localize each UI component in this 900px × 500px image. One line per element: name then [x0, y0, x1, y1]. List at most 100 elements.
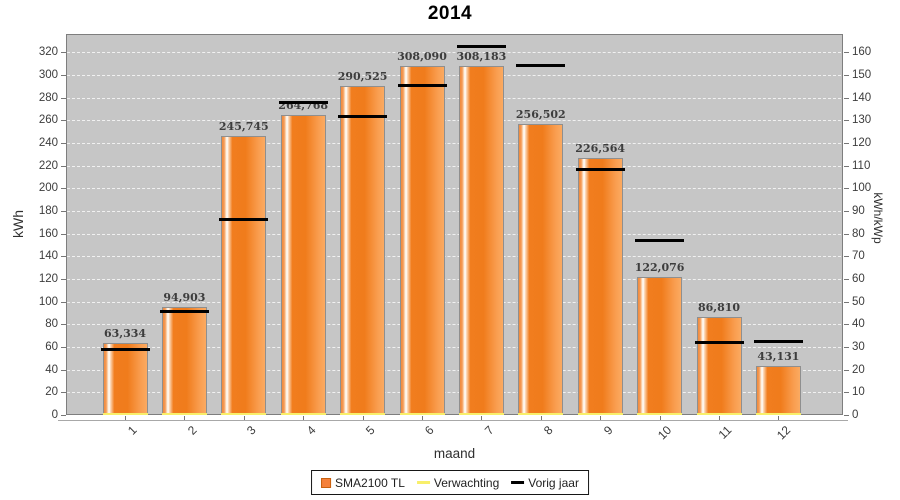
y-axis-tick-label-right: 0: [852, 409, 859, 421]
bar-value-label: 43,131: [757, 350, 800, 364]
y-axis-tick-right: [844, 369, 849, 371]
y-axis-tick-left: [61, 346, 66, 348]
legend-item: Verwachting: [416, 475, 500, 490]
y-axis-tick-label-right: 80: [852, 227, 865, 240]
gridline: [67, 188, 841, 190]
y-axis-tick-label-left: 160: [38, 227, 58, 240]
y-axis-tick-label-left: 300: [38, 68, 58, 81]
x-axis-tick-label: 2: [184, 423, 200, 438]
bar[interactable]: [102, 343, 148, 415]
y-axis-tick-label-left: 140: [38, 250, 58, 263]
bar[interactable]: [755, 366, 801, 415]
vorig-jaar-line: [397, 84, 447, 88]
x-axis-tick-label: 11: [715, 423, 734, 442]
y-axis-tick-right: [844, 52, 849, 54]
y-axis-tick-left: [61, 392, 66, 394]
bar-value-label: 245,745: [218, 120, 269, 134]
verwachting-line: [458, 413, 504, 415]
y-axis-tick-right: [844, 120, 849, 122]
y-axis-tick-left: [61, 74, 66, 76]
y-axis-tick-label-right: 90: [852, 204, 865, 217]
x-axis-tick-label: 5: [362, 423, 378, 438]
x-axis-tick: [422, 416, 423, 420]
legend-label: Vorig jaar: [528, 475, 579, 490]
y-axis-tick-left: [61, 256, 66, 258]
gridline: [67, 165, 841, 167]
bar[interactable]: [637, 276, 683, 415]
verwachting-line: [637, 413, 683, 415]
verwachting-line: [102, 413, 148, 415]
y-axis-tick-label-right: 50: [852, 295, 865, 308]
y-axis-tick-right: [844, 278, 849, 280]
bar[interactable]: [518, 124, 564, 415]
vorig-jaar-line: [219, 217, 269, 221]
x-axis-tick-label: 9: [600, 423, 616, 438]
bar-value-label: 122,076: [634, 260, 685, 274]
y-axis-tick-right: [844, 256, 849, 258]
bar[interactable]: [458, 65, 504, 415]
x-axis-tick-label: 6: [422, 423, 437, 438]
bar-value-label: 256,502: [515, 108, 566, 122]
y-axis-tick-right: [844, 301, 849, 303]
y-axis-tick-left: [61, 52, 66, 54]
y-axis-tick-right: [844, 210, 849, 212]
verwachting-line: [221, 413, 267, 415]
y-axis-tick-right: [844, 188, 849, 190]
x-axis-tick-label: 12: [773, 423, 794, 443]
x-axis-tick-label: 4: [303, 423, 319, 438]
y-axis-tick-left: [61, 142, 66, 144]
x-axis-tick: [481, 416, 483, 420]
y-axis-tick-left: [61, 415, 66, 416]
y-axis-tick-label-left: 240: [38, 136, 58, 149]
bar[interactable]: [577, 158, 623, 415]
y-axis-tick-label-right: 70: [852, 250, 865, 263]
vorig-jaar-line: [694, 341, 744, 345]
y-axis-title-right: kWh/kWp: [871, 192, 885, 244]
bar[interactable]: [399, 65, 445, 415]
y-axis-tick-label-right: 110: [852, 159, 871, 172]
bar[interactable]: [221, 136, 267, 415]
x-axis-tick-label: 7: [481, 423, 497, 438]
gridline: [67, 256, 841, 258]
legend-label: SMA2100 TL: [335, 475, 405, 490]
gridline: [67, 369, 841, 371]
y-axis-tick-label-left: 200: [38, 182, 58, 195]
verwachting-line: [577, 413, 623, 415]
y-axis-tick-left: [61, 120, 66, 122]
bar[interactable]: [280, 114, 326, 415]
bar[interactable]: [340, 85, 386, 415]
x-axis-title: maand: [433, 446, 476, 461]
verwachting-line: [161, 413, 207, 415]
y-axis-tick-left: [61, 369, 66, 371]
bar-value-label: 308,183: [456, 49, 507, 63]
y-axis-tick-label-left: 180: [38, 204, 58, 217]
y-axis-tick-right: [844, 97, 849, 99]
gridline: [67, 301, 841, 303]
y-axis-tick-label-left: 260: [38, 114, 58, 127]
gridline: [67, 120, 841, 122]
y-axis-tick-label-left: 60: [45, 340, 58, 353]
y-axis-tick-right: [844, 165, 849, 167]
y-axis-tick-left: [61, 97, 66, 99]
x-axis-tick: [778, 416, 780, 420]
bar[interactable]: [696, 316, 742, 415]
bar[interactable]: [161, 307, 207, 415]
verwachting-line: [340, 413, 386, 415]
y-axis-tick-label-right: 150: [852, 68, 872, 81]
y-axis-tick-label-left: 120: [38, 272, 58, 285]
y-axis-tick-label-right: 100: [852, 182, 872, 195]
y-axis-tick-label-right: 130: [852, 114, 872, 127]
x-axis-tick-label: 3: [244, 423, 259, 438]
x-axis-tick: [362, 416, 364, 420]
legend-label: Verwachting: [433, 475, 500, 490]
y-axis-tick-label-left: 100: [38, 295, 58, 308]
legend-item: Vorig jaar: [511, 476, 579, 490]
y-axis-tick-right: [844, 392, 849, 394]
y-axis-tick-label-right: 30: [852, 340, 865, 353]
bar-value-label: 308,090: [397, 49, 447, 63]
y-axis-tick-label-left: 280: [38, 91, 58, 104]
y-axis-tick-left: [61, 301, 66, 303]
y-axis-tick-left: [61, 324, 66, 326]
y-axis-tick-left: [61, 188, 66, 190]
x-axis-tick: [125, 416, 126, 420]
